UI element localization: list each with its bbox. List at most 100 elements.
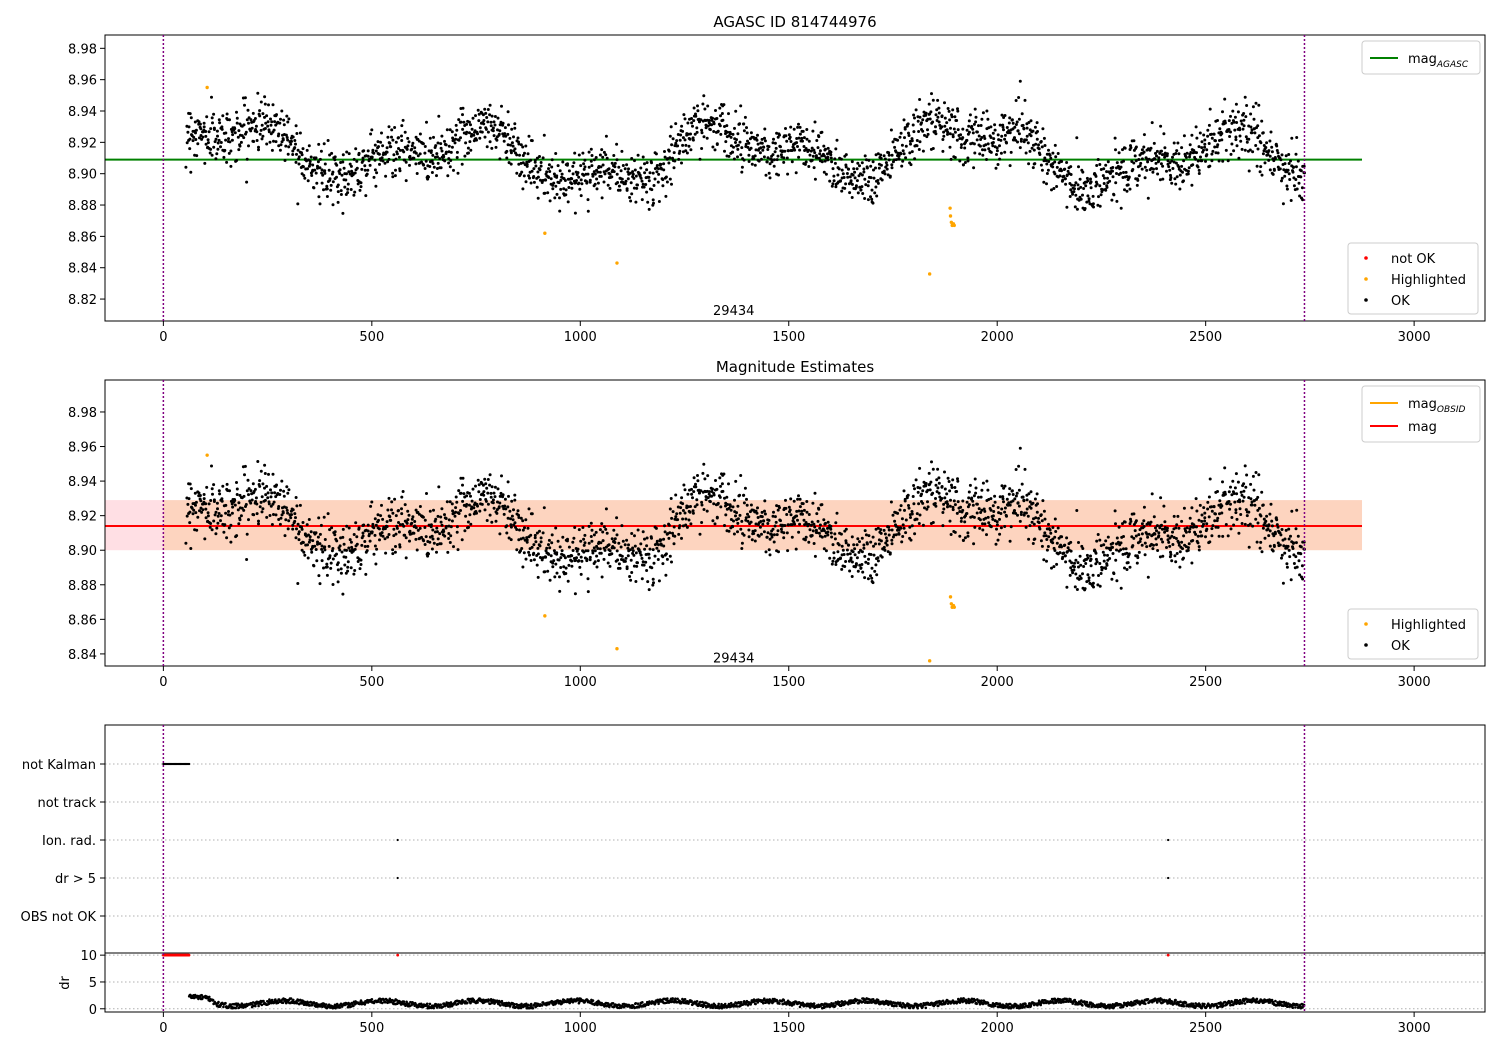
- ok-point: [763, 499, 767, 503]
- ok-point: [286, 120, 290, 124]
- ok-point: [594, 156, 598, 159]
- ok-point: [530, 139, 534, 143]
- ok-point: [555, 174, 559, 178]
- ok-point: [270, 491, 274, 495]
- ok-point: [994, 166, 998, 170]
- ok-point: [1056, 152, 1060, 155]
- ok-point: [502, 139, 506, 143]
- ok-point: [539, 540, 543, 544]
- ok-point: [1140, 167, 1144, 171]
- ok-point: [347, 526, 351, 530]
- ok-point: [373, 168, 377, 172]
- ok-point: [559, 566, 563, 569]
- y-tick-label: 8.92: [68, 510, 97, 525]
- ok-point: [521, 187, 525, 191]
- ok-point: [1240, 522, 1244, 525]
- ok-point: [1214, 512, 1217, 516]
- ok-point: [835, 511, 839, 515]
- ok-point: [1170, 181, 1174, 185]
- ok-point: [1019, 137, 1023, 141]
- ok-point: [325, 195, 329, 198]
- ok-point: [572, 161, 576, 165]
- ok-point: [991, 504, 995, 508]
- ok-point: [1300, 186, 1304, 190]
- ok-point: [315, 181, 319, 185]
- ok-point: [472, 133, 476, 137]
- ok-point: [1017, 504, 1021, 508]
- ok-point: [766, 148, 770, 151]
- ok-point: [803, 538, 807, 542]
- ok-point: [589, 521, 593, 525]
- ok-point: [713, 148, 717, 152]
- ok-point: [1191, 539, 1195, 542]
- ok-point: [993, 123, 997, 127]
- ok-point: [1034, 516, 1038, 520]
- ok-point: [1276, 151, 1280, 155]
- ok-point: [953, 115, 957, 119]
- ok-point: [951, 478, 955, 482]
- ok-point: [488, 483, 492, 487]
- ok-point: [671, 137, 675, 141]
- legend-point-swatch: [1364, 256, 1368, 260]
- ok-point: [1299, 175, 1303, 179]
- ok-point: [1260, 119, 1264, 123]
- ok-point: [747, 160, 751, 163]
- ok-point: [263, 472, 267, 475]
- ok-point: [430, 547, 434, 551]
- ok-point: [1234, 135, 1238, 139]
- ok-point: [316, 160, 320, 164]
- ok-point: [1200, 534, 1204, 538]
- ok-point: [642, 185, 646, 189]
- ok-point: [782, 160, 786, 164]
- ok-point: [813, 491, 817, 495]
- ok-point: [467, 491, 471, 495]
- ok-point: [1017, 488, 1021, 492]
- ok-point: [1106, 160, 1110, 164]
- ok-point: [529, 181, 533, 185]
- ok-point: [1124, 547, 1128, 551]
- ok-point: [815, 156, 819, 160]
- ok-point: [882, 528, 886, 532]
- ok-point: [683, 138, 687, 142]
- ok-point: [403, 533, 407, 537]
- ok-point: [669, 497, 673, 500]
- ok-point: [775, 131, 779, 135]
- ok-point: [631, 170, 635, 174]
- ok-point: [286, 527, 290, 531]
- ok-point: [403, 158, 407, 162]
- ok-point: [528, 176, 531, 180]
- ok-point: [966, 531, 970, 535]
- ok-point: [1180, 146, 1184, 150]
- ok-point: [1024, 151, 1028, 155]
- ok-point: [745, 497, 748, 501]
- ok-point: [466, 520, 470, 524]
- ok-point: [386, 535, 390, 539]
- ok-point: [718, 124, 722, 128]
- ok-point: [1202, 506, 1206, 510]
- ok-point: [940, 485, 944, 489]
- ok-point: [291, 508, 295, 512]
- ok-point: [515, 171, 519, 175]
- ok-point: [202, 121, 206, 125]
- ok-point: [361, 159, 365, 163]
- ok-point: [703, 107, 707, 111]
- ok-point: [612, 546, 616, 550]
- ok-point: [943, 116, 947, 120]
- ok-point: [336, 561, 340, 565]
- ok-point: [681, 150, 685, 154]
- ok-point: [229, 523, 233, 527]
- ok-point: [1154, 526, 1157, 530]
- ok-point: [443, 534, 447, 538]
- ok-point: [1025, 498, 1029, 502]
- ok-point: [1147, 157, 1151, 161]
- ok-point: [921, 501, 925, 505]
- ok-point: [1237, 156, 1241, 160]
- ok-point: [1180, 519, 1184, 523]
- ok-point: [1040, 168, 1044, 172]
- ok-point: [462, 120, 466, 124]
- ok-point: [797, 136, 801, 140]
- ok-point: [1197, 545, 1201, 549]
- ok-point: [317, 142, 321, 146]
- ok-point: [945, 492, 949, 496]
- y-tick-label: 8.88: [68, 199, 97, 214]
